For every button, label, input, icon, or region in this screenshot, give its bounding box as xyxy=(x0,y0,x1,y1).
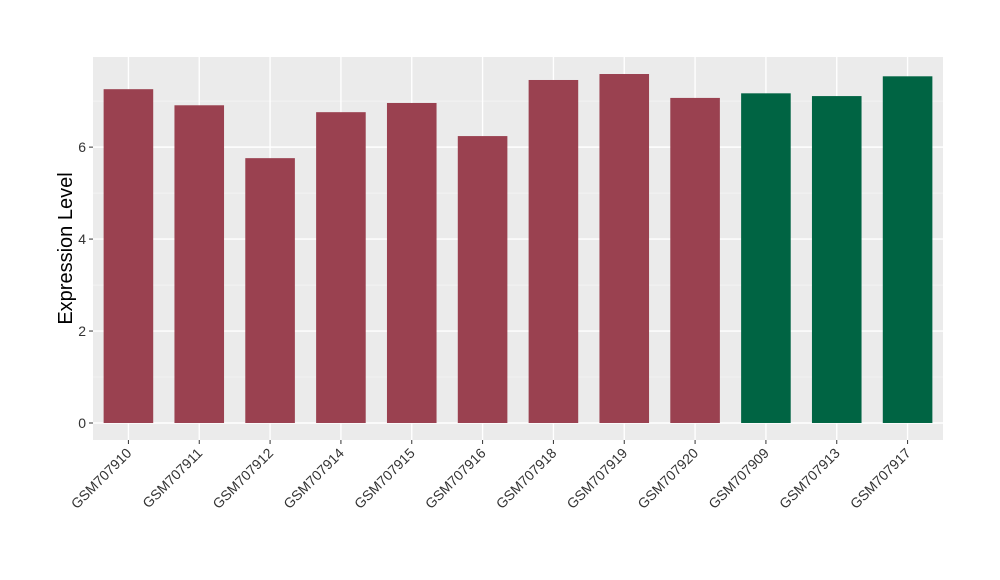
x-tick-label: GSM707919 xyxy=(563,445,630,512)
bar-GSM707915 xyxy=(386,102,437,423)
bar-GSM707920 xyxy=(670,97,720,423)
y-tick-label: 4 xyxy=(78,231,86,247)
x-tick-label: GSM707915 xyxy=(351,445,418,512)
bar-GSM707911 xyxy=(174,105,225,423)
bar-GSM707913 xyxy=(811,96,862,423)
y-tick-label: 0 xyxy=(78,415,86,431)
bar-GSM707914 xyxy=(316,112,366,423)
x-tick-label: GSM707913 xyxy=(776,445,843,512)
x-tick-label: GSM707914 xyxy=(280,445,347,512)
bar-GSM707917 xyxy=(882,76,933,423)
bar-GSM707916 xyxy=(457,136,508,423)
x-tick-label: GSM707910 xyxy=(68,445,135,512)
bar-GSM707918 xyxy=(528,79,579,423)
y-axis-label: Expression Level xyxy=(55,172,77,324)
bar-GSM707919 xyxy=(599,74,650,423)
y-tick-label: 6 xyxy=(78,139,86,155)
x-tick-label: GSM707917 xyxy=(847,445,914,512)
x-tick-label: GSM707920 xyxy=(634,445,701,512)
x-tick-label: GSM707912 xyxy=(209,445,276,512)
bar-GSM707912 xyxy=(245,158,295,423)
x-tick-label: GSM707911 xyxy=(139,445,205,511)
x-tick-label: GSM707916 xyxy=(422,445,489,512)
bar-GSM707910 xyxy=(103,89,154,423)
y-tick-label: 2 xyxy=(78,323,86,339)
bar-GSM707909 xyxy=(741,93,791,423)
x-tick-label: GSM707909 xyxy=(705,445,772,512)
x-tick-label: GSM707918 xyxy=(493,445,560,512)
plot-panel xyxy=(93,57,943,440)
